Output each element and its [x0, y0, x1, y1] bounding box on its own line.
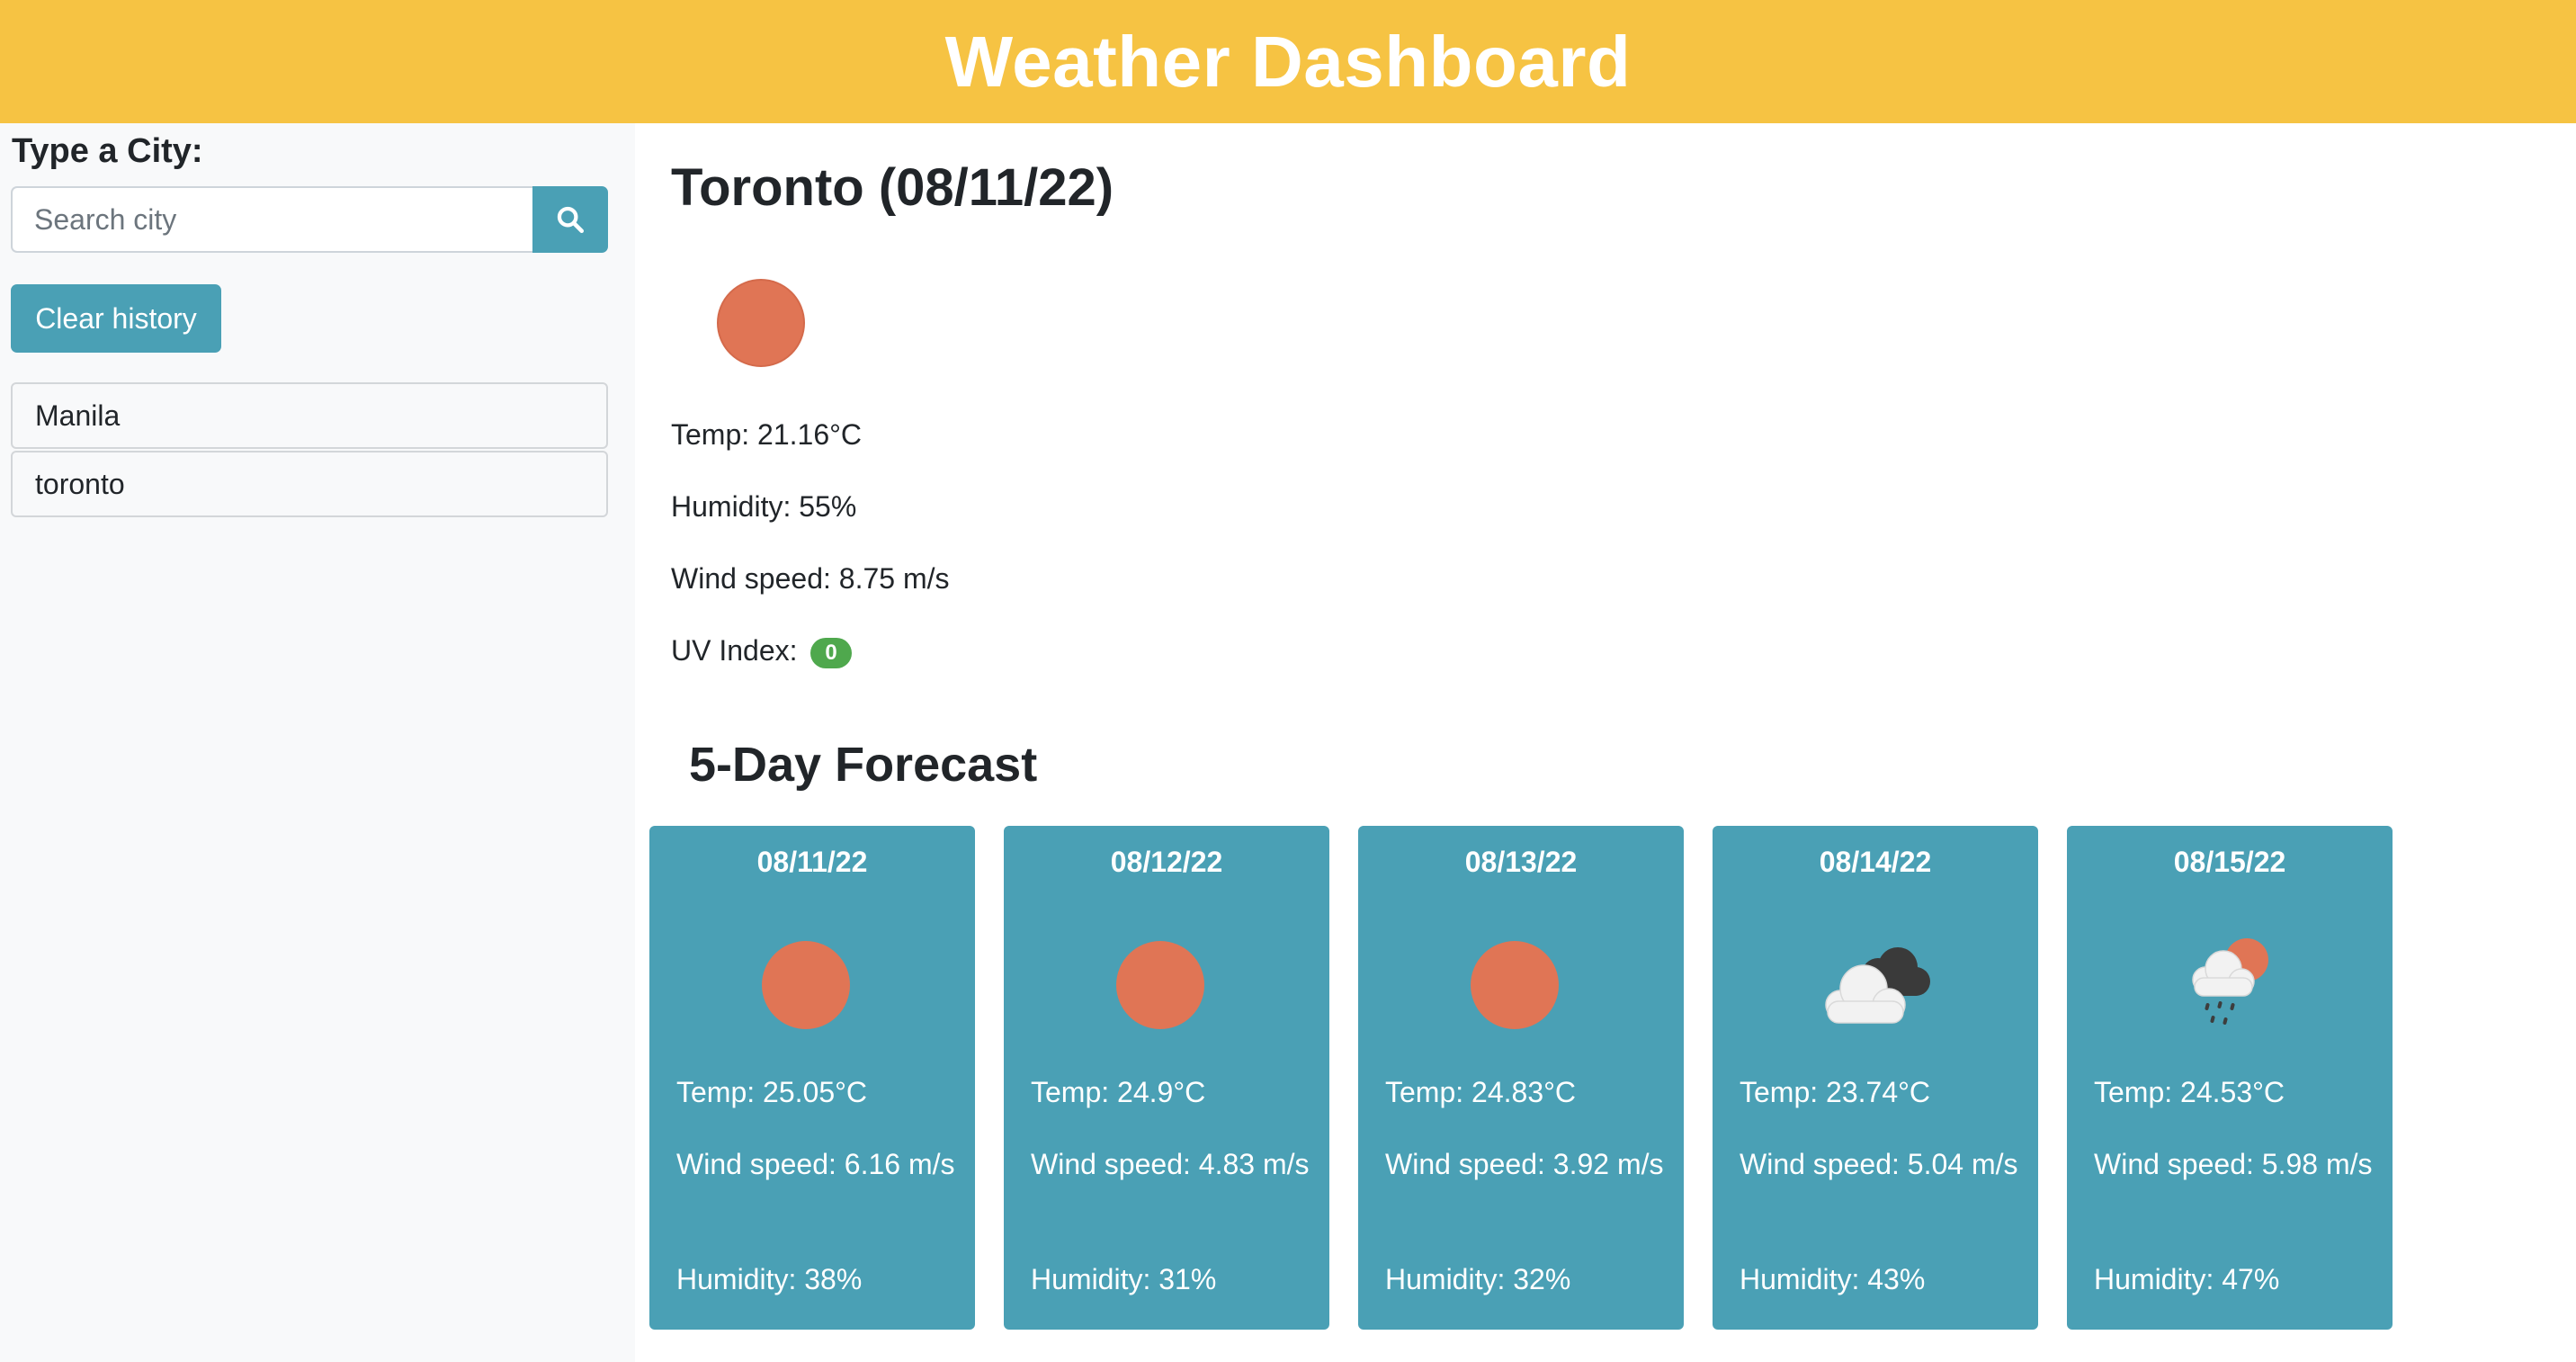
forecast-card: 08/11/22 Temp: 25.05°C Wind speed: 6.16 …: [649, 826, 975, 1330]
forecast-wind: Wind speed: 4.83 m/s: [1031, 1148, 1310, 1180]
sun-icon: [717, 279, 805, 367]
search-input[interactable]: [11, 186, 532, 253]
search-button[interactable]: [532, 186, 608, 253]
search-form: [11, 186, 608, 253]
city-label: Type a City:: [12, 132, 203, 170]
history-item-manila[interactable]: Manila: [11, 382, 608, 449]
broken-clouds-icon: [1825, 947, 1930, 1024]
forecast-date: 08/12/22: [1110, 846, 1223, 878]
forecast-card: 08/13/22 Temp: 24.83°C Wind speed: 3.92 …: [1358, 826, 1684, 1330]
sidebar: Type a City: Clear history Manila toront…: [0, 123, 635, 1362]
forecast-date: 08/14/22: [1819, 846, 1932, 878]
current-wind: Wind speed: 8.75 m/s: [671, 562, 950, 595]
current-humidity: Humidity: 55%: [671, 490, 857, 523]
app-title: Weather Dashboard: [944, 21, 1632, 102]
forecast-temp: Temp: 24.53°C: [2094, 1076, 2285, 1108]
forecast-wind: Wind speed: 6.16 m/s: [676, 1148, 955, 1180]
current-uv: UV Index: 0: [671, 634, 852, 668]
forecast-temp: Temp: 24.83°C: [1385, 1076, 1577, 1108]
uv-badge: 0: [810, 637, 852, 668]
forecast-card: 08/14/22 Temp: 23.74°C Wind speed: 5.04 …: [1713, 826, 2038, 1330]
rain-icon: [2192, 938, 2268, 1025]
forecast-temp: Temp: 24.9°C: [1031, 1076, 1206, 1108]
forecast-humidity: Humidity: 38%: [676, 1263, 863, 1295]
history-item-toronto[interactable]: toronto: [11, 451, 608, 517]
search-icon: [557, 206, 585, 234]
app-header: Weather Dashboard: [0, 0, 2576, 123]
current-temp: Temp: 21.16°C: [671, 418, 863, 451]
sun-icon: [1116, 941, 1204, 1029]
forecast-wind: Wind speed: 5.98 m/s: [2094, 1148, 2373, 1180]
forecast-wind: Wind speed: 3.92 m/s: [1385, 1148, 1664, 1180]
forecast-card: 08/15/22 Temp: 24.53°C Wind sp: [2067, 826, 2393, 1330]
forecast-temp: Temp: 23.74°C: [1740, 1076, 1931, 1108]
sun-icon: [762, 941, 850, 1029]
forecast-humidity: Humidity: 47%: [2094, 1263, 2280, 1295]
main-content: Toronto (08/11/22) Temp: 21.16°C Humidit…: [635, 123, 2576, 1362]
uv-label: UV Index:: [671, 634, 798, 667]
forecast-date: 08/15/22: [2173, 846, 2286, 878]
forecast-humidity: Humidity: 31%: [1031, 1263, 1217, 1295]
forecast-temp: Temp: 25.05°C: [676, 1076, 868, 1108]
sun-icon: [1471, 941, 1559, 1029]
forecast-title: 5-Day Forecast: [689, 738, 1038, 792]
forecast-humidity: Humidity: 32%: [1385, 1263, 1571, 1295]
current-city-title: Toronto (08/11/22): [671, 158, 1114, 217]
forecast-wind: Wind speed: 5.04 m/s: [1740, 1148, 2018, 1180]
forecast-date: 08/11/22: [756, 846, 868, 878]
forecast-date: 08/13/22: [1464, 846, 1578, 878]
clear-history-button[interactable]: Clear history: [11, 284, 221, 353]
forecast-card: 08/12/22 Temp: 24.9°C Wind speed: 4.83 m…: [1004, 826, 1329, 1330]
forecast-humidity: Humidity: 43%: [1740, 1263, 1926, 1295]
search-history: Manila toronto: [11, 382, 608, 519]
